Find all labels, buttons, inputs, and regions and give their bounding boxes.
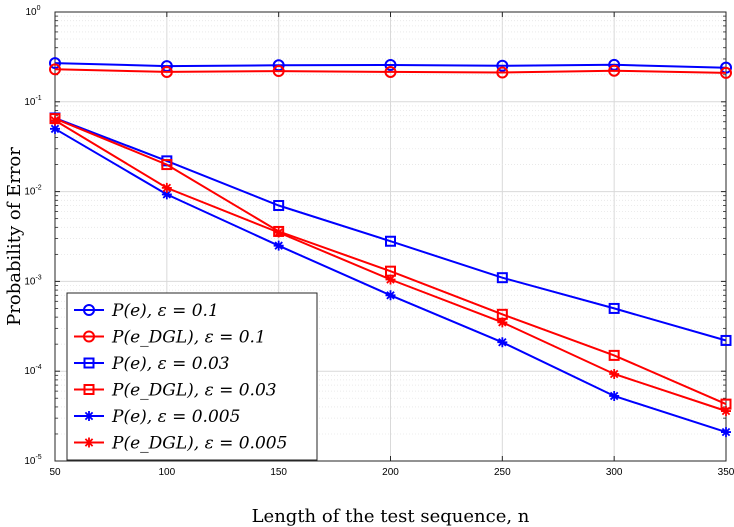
legend-marker — [83, 357, 95, 369]
legend-box — [66, 292, 318, 461]
data-point — [609, 369, 620, 380]
data-point — [384, 58, 397, 71]
y-tick-label: 10-5 — [24, 454, 41, 467]
data-point — [273, 227, 284, 238]
data-point — [496, 66, 509, 79]
data-point — [608, 64, 621, 77]
series-2 — [49, 63, 732, 79]
x-tick-label: 150 — [270, 467, 287, 478]
legend-item: P(e_DGL), ε = 0.1 — [74, 328, 266, 348]
data-point — [161, 189, 172, 200]
data-point — [49, 63, 61, 76]
data-point — [385, 290, 396, 301]
legend-item: P(e), ε = 0.005 — [74, 407, 240, 427]
x-tick-label: 200 — [382, 467, 399, 478]
data-point — [160, 65, 173, 78]
data-point — [496, 59, 509, 72]
y-tick-label: 10-2 — [24, 185, 41, 198]
legend-label: P(e_DGL), ε = 0.1 — [111, 328, 266, 348]
data-point — [720, 334, 732, 346]
x-tick-label: 300 — [606, 467, 623, 478]
data-point — [496, 272, 508, 284]
data-point — [273, 240, 284, 251]
data-point — [161, 182, 172, 193]
data-point — [497, 337, 508, 348]
series-6 — [50, 115, 731, 417]
series-line — [54, 68, 727, 74]
data-point — [721, 427, 731, 438]
x-tick-label: 100 — [158, 467, 175, 478]
legend-marker — [84, 437, 94, 448]
y-tick-label: 100 — [25, 5, 40, 18]
legend-label: P(e), ε = 0.1 — [111, 301, 219, 321]
legend-item: P(e_DGL), ε = 0.03 — [74, 381, 277, 401]
data-point — [608, 302, 620, 314]
legend-label: P(e), ε = 0.005 — [111, 407, 240, 427]
data-point — [161, 159, 173, 171]
data-point — [497, 317, 508, 328]
legend-marker — [83, 330, 95, 343]
legend-label: P(e_DGL), ε = 0.03 — [111, 381, 277, 401]
data-point — [49, 57, 61, 70]
legend: P(e), ε = 0.1 P(e_DGL), ε = 0.1 P(e), ε = … — [66, 292, 318, 461]
y-tick-label: 10-3 — [24, 274, 41, 287]
data-point — [608, 349, 620, 361]
legend-item: P(e), ε = 0.03 — [74, 354, 230, 374]
x-axis-label: Length of the test sequence, n — [252, 506, 530, 527]
legend-label: P(e_DGL), ε = 0.005 — [111, 434, 287, 454]
legend-item: P(e), ε = 0.1 — [74, 301, 219, 321]
legend-item: P(e_DGL), ε = 0.005 — [74, 434, 287, 454]
x-tick-label: 50 — [49, 467, 61, 478]
series-group — [49, 57, 732, 438]
data-point — [609, 390, 620, 401]
data-point — [721, 406, 731, 417]
data-point — [385, 235, 396, 247]
legend-marker — [84, 411, 94, 421]
data-point — [50, 123, 60, 134]
data-point — [50, 115, 60, 126]
x-tick-label: 250 — [494, 467, 511, 478]
data-point — [720, 66, 732, 79]
y-axis-label: Probability of Error — [4, 147, 25, 326]
y-tick-label: 10-1 — [24, 95, 41, 108]
data-point — [385, 274, 396, 285]
y-tick-label: 10-4 — [24, 364, 41, 377]
series-5 — [50, 123, 731, 438]
data-point — [384, 65, 397, 78]
legend-marker — [83, 384, 95, 395]
data-point — [272, 65, 285, 78]
series-line — [54, 117, 727, 406]
legend-label: P(e), ε = 0.03 — [111, 354, 230, 374]
legend-marker — [83, 304, 95, 316]
data-point — [273, 200, 285, 212]
x-tick-label: 350 — [718, 467, 734, 478]
